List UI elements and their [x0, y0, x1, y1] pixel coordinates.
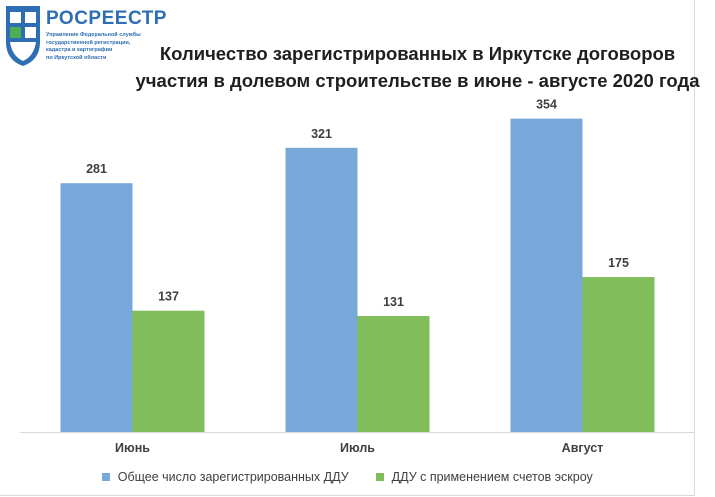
- legend-label-series-1: Общее число зарегистрированных ДДУ: [117, 470, 349, 484]
- chart-title-line-1: Количество зарегистрированных в Иркутске…: [159, 43, 676, 64]
- chart-title: Количество зарегистрированных в Иркутске…: [130, 40, 705, 94]
- legend: Общее число зарегистрированных ДДУ ДДУ с…: [0, 470, 695, 484]
- legend-swatch-series-1: [102, 473, 111, 481]
- legend-item-series-1: Общее число зарегистрированных ДДУ: [102, 470, 349, 484]
- data-label-total-1: 281: [86, 162, 107, 176]
- chart-title-line-2: участия в долевом строительстве в июне -…: [135, 70, 700, 91]
- rosreestr-logo: РОСРЕЕСТР Управление Федеральной службы …: [2, 2, 166, 72]
- category-label-2: Июль: [340, 441, 375, 455]
- rosreestr-emblem-icon: [6, 6, 40, 66]
- bar-total-3: [510, 118, 583, 432]
- bar-total-1: [60, 183, 133, 432]
- logo-name: РОСРЕЕСТР: [46, 8, 167, 29]
- bar-labels-group: 281 137 321 131 354 175: [86, 98, 629, 309]
- bars-group: [60, 118, 655, 433]
- bar-escrow-3: [582, 277, 655, 432]
- category-label-1: Июнь: [115, 441, 150, 455]
- legend-swatch-series-2: [376, 473, 385, 481]
- category-label-3: Август: [562, 441, 604, 455]
- bar-total-2: [285, 147, 358, 433]
- category-labels-group: Июнь Июль Август: [115, 441, 603, 455]
- logo-subtitle: Управление Федеральной службы государств…: [46, 32, 166, 62]
- logo-subtitle-line: государственной регистрации,: [46, 39, 131, 46]
- data-label-escrow-2: 131: [383, 295, 404, 309]
- data-label-escrow-3: 175: [608, 256, 629, 270]
- chart-frame: [0, 0, 695, 496]
- legend-item-series-2: ДДУ с применением счетов эскроу: [376, 470, 593, 484]
- data-label-escrow-1: 137: [158, 290, 179, 304]
- logo-subtitle-line: кадастра и картографии: [46, 47, 113, 53]
- logo-subtitle-line: по Иркутской области: [46, 54, 107, 61]
- logo-subtitle-line: Управление Федеральной службы: [46, 32, 141, 38]
- data-label-total-3: 354: [536, 98, 557, 112]
- bar-escrow-2: [357, 316, 430, 432]
- bar-escrow-1: [132, 310, 205, 432]
- data-label-total-2: 321: [311, 127, 332, 141]
- legend-label-series-2: ДДУ с применением счетов эскроу: [391, 470, 593, 484]
